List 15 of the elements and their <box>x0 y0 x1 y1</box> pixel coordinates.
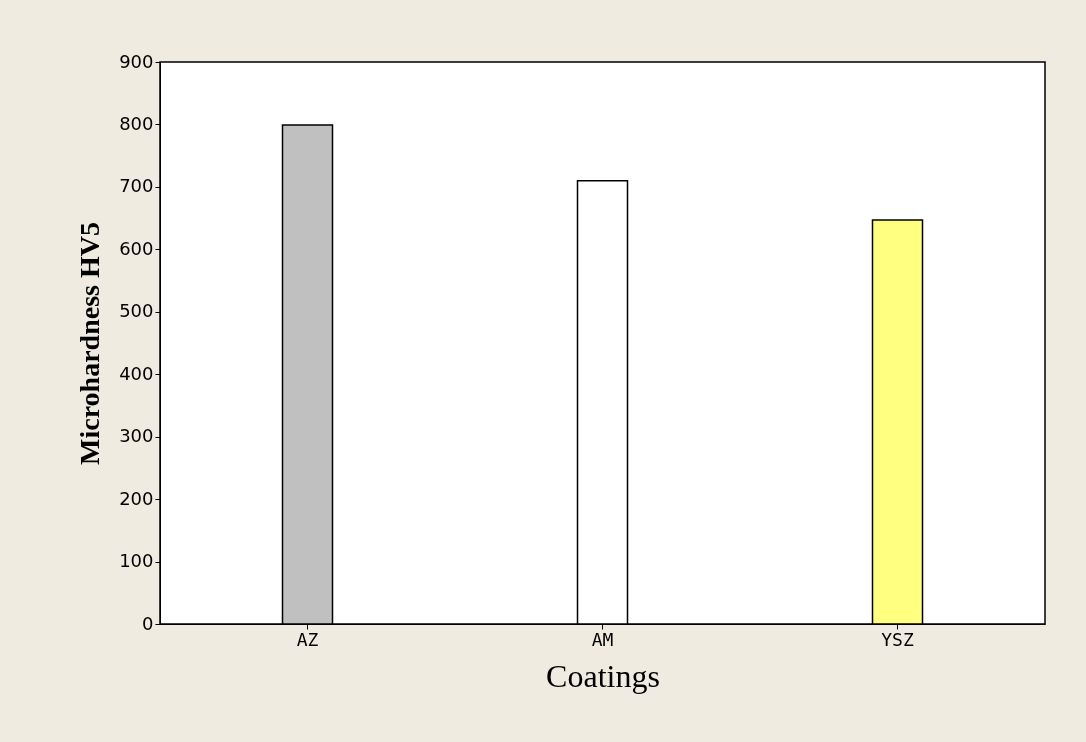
x-axis-title: Coatings <box>546 657 660 694</box>
y-tick-label: 300 <box>119 425 154 447</box>
y-tick-label: 200 <box>119 487 154 509</box>
y-tick-label: 100 <box>119 550 154 572</box>
y-tick-label: 800 <box>119 112 154 134</box>
y-tick-label: 600 <box>119 237 154 259</box>
x-tick-label: YSZ <box>881 628 914 650</box>
y-tick-label: 500 <box>119 300 154 322</box>
y-axis-title: Microhardness HV5 <box>74 222 106 465</box>
y-tick-label: 700 <box>119 175 154 197</box>
y-tick-label: 400 <box>119 362 154 384</box>
x-tick-label: AZ <box>296 628 319 650</box>
x-tick-label: AM <box>591 628 614 650</box>
y-tick-label: 0 <box>142 612 154 634</box>
y-tick-label: 900 <box>119 50 154 72</box>
